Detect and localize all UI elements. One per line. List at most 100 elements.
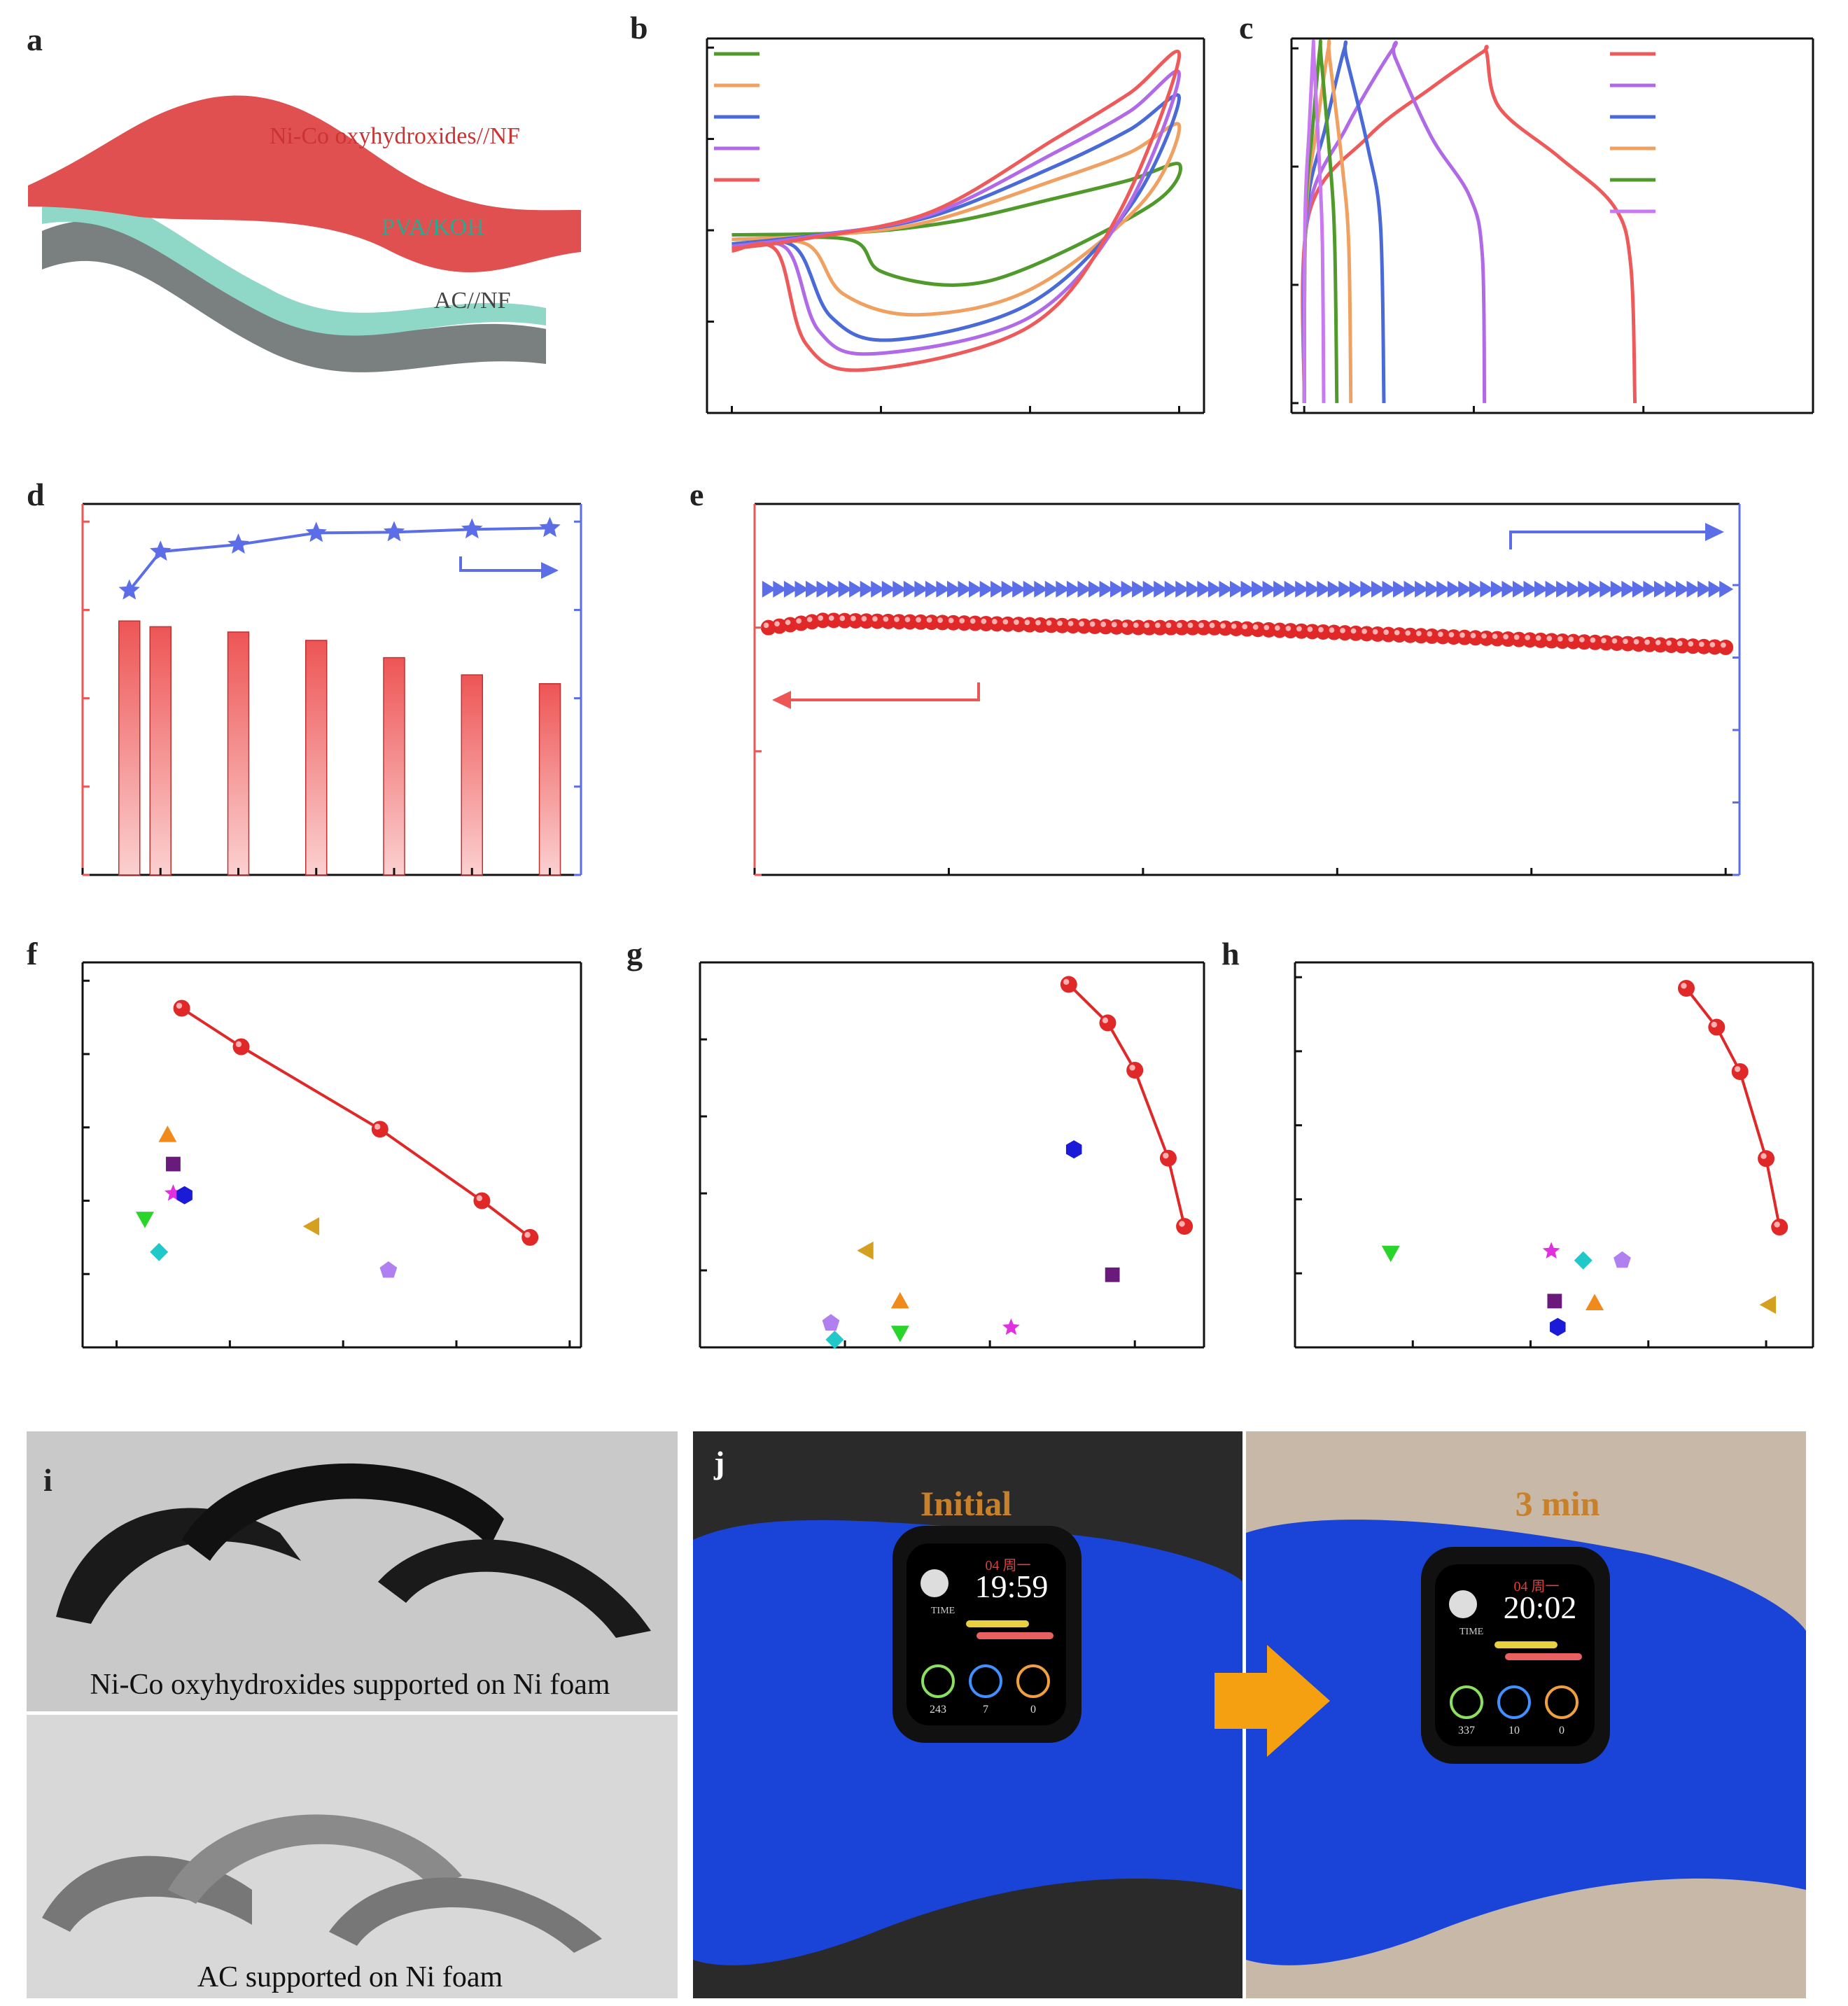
ref-marker bbox=[150, 1242, 169, 1261]
efficiency-marker bbox=[1088, 580, 1102, 598]
gcd-curve-6 bbox=[1302, 39, 1326, 403]
data-point-highlight bbox=[1774, 1221, 1780, 1228]
efficiency-marker bbox=[1447, 580, 1462, 598]
data-point-highlight bbox=[916, 617, 921, 623]
panel-a-illustration: a Ni-Co oxyhydroxides//NF PVA/KOH AC//NF bbox=[27, 22, 581, 372]
efficiency-marker bbox=[827, 580, 842, 598]
efficiency-marker bbox=[1632, 580, 1646, 598]
efficiency-marker bbox=[1044, 580, 1059, 598]
data-point-highlight bbox=[1242, 624, 1248, 630]
data-point-highlight bbox=[1688, 641, 1694, 647]
foam-arch-left bbox=[56, 1508, 301, 1624]
efficiency-marker bbox=[1382, 580, 1396, 598]
capacitance-bar bbox=[118, 620, 141, 876]
arrow-head-icon bbox=[1705, 523, 1724, 541]
data-point-highlight bbox=[1448, 631, 1455, 638]
data-point-highlight bbox=[883, 616, 889, 622]
data-point bbox=[1060, 976, 1077, 993]
data-point-highlight bbox=[1089, 621, 1096, 627]
data-point bbox=[173, 1000, 190, 1017]
ref-marker bbox=[1105, 1267, 1120, 1282]
watch-initial-ring3 bbox=[1016, 1664, 1050, 1698]
data-point-highlight bbox=[1340, 628, 1345, 633]
data-point-highlight bbox=[1100, 622, 1107, 627]
ref-marker bbox=[158, 1125, 177, 1142]
data-point-highlight bbox=[1655, 640, 1661, 645]
chart-g bbox=[699, 961, 1205, 1349]
label-3min: 3 min bbox=[1516, 1484, 1600, 1523]
efficiency-marker bbox=[1262, 580, 1277, 598]
data-point-highlight bbox=[1633, 639, 1639, 645]
ref-marker bbox=[176, 1186, 192, 1205]
data-point bbox=[1758, 1150, 1775, 1167]
data-point-highlight bbox=[1666, 640, 1672, 646]
efficiency-marker bbox=[1229, 580, 1244, 598]
efficiency-marker bbox=[892, 580, 907, 598]
data-point-highlight bbox=[1372, 629, 1378, 635]
data-point-highlight bbox=[1611, 638, 1618, 644]
panel-label-b: b bbox=[630, 10, 648, 45]
efficiency-marker bbox=[1676, 580, 1690, 598]
efficiency-marker bbox=[1001, 580, 1016, 598]
efficiency-marker bbox=[1197, 580, 1212, 598]
data-point-highlight bbox=[850, 615, 856, 622]
efficiency-marker bbox=[914, 580, 929, 598]
arrow-head-icon bbox=[772, 691, 791, 709]
data-point-highlight bbox=[1318, 626, 1324, 633]
watch-after-face-icon bbox=[1449, 1590, 1477, 1618]
arrow-head-icon bbox=[541, 562, 559, 579]
layer-label-mid: PVA/KOH bbox=[382, 214, 484, 240]
efficiency-marker bbox=[903, 580, 918, 598]
cv-curve-4 bbox=[732, 69, 1182, 356]
efficiency-marker bbox=[1034, 580, 1049, 598]
ref-marker bbox=[1002, 1318, 1020, 1335]
efficiency-marker bbox=[1110, 580, 1125, 598]
data-point-highlight bbox=[1264, 624, 1270, 631]
ref-marker bbox=[1586, 1293, 1604, 1310]
cv-curve-1 bbox=[732, 162, 1182, 287]
chart-b bbox=[706, 37, 1205, 414]
data-point-highlight bbox=[1122, 622, 1128, 628]
ref-marker bbox=[379, 1261, 398, 1278]
efficiency-marker bbox=[1284, 580, 1298, 598]
data-point-highlight bbox=[176, 1002, 183, 1009]
efficiency-marker bbox=[1480, 580, 1494, 598]
data-point-highlight bbox=[981, 618, 987, 624]
data-point bbox=[1677, 980, 1695, 997]
efficiency-marker bbox=[1175, 580, 1190, 598]
watch-initial-date: 04 周一 bbox=[986, 1558, 1031, 1573]
chart-d bbox=[81, 503, 582, 876]
cv-curve-2 bbox=[732, 122, 1182, 317]
efficiency-marker bbox=[936, 580, 951, 598]
efficiency-marker bbox=[1686, 580, 1701, 598]
efficiency-marker bbox=[1621, 580, 1636, 598]
watch-after-ring3 bbox=[1545, 1685, 1578, 1719]
watch-initial-time: 19:59 bbox=[975, 1569, 1049, 1604]
efficiency-marker bbox=[838, 580, 853, 598]
efficiency-marker bbox=[1588, 580, 1603, 598]
panel-label-e: e bbox=[690, 477, 704, 512]
data-point-highlight bbox=[1079, 621, 1084, 627]
watch-initial-time-label: TIME bbox=[931, 1606, 955, 1616]
efficiency-marker bbox=[773, 580, 788, 598]
ac-nf-layer bbox=[42, 220, 546, 372]
watch-after-date: 04 周一 bbox=[1514, 1579, 1560, 1594]
efficiency-marker bbox=[783, 580, 798, 598]
capacitance-bar bbox=[227, 631, 250, 876]
efficiency-marker bbox=[1567, 580, 1581, 598]
capacitance-bar bbox=[461, 674, 483, 876]
ref-marker bbox=[1550, 1317, 1566, 1336]
data-point-highlight bbox=[1711, 1021, 1717, 1028]
data-point-highlight bbox=[1350, 628, 1357, 634]
data-point-highlight bbox=[763, 622, 769, 629]
efficiency-marker bbox=[794, 580, 809, 598]
caption-ac: AC supported on Ni foam bbox=[197, 1961, 503, 1993]
efficiency-marker bbox=[805, 580, 820, 598]
efficiency-marker bbox=[1360, 580, 1375, 598]
efficiency-marker bbox=[1240, 580, 1255, 598]
efficiency-marker bbox=[762, 580, 776, 598]
data-point bbox=[1126, 1062, 1144, 1079]
data-point-highlight bbox=[1111, 622, 1117, 628]
efficiency-marker bbox=[1327, 580, 1342, 598]
efficiency-marker bbox=[1415, 580, 1429, 598]
